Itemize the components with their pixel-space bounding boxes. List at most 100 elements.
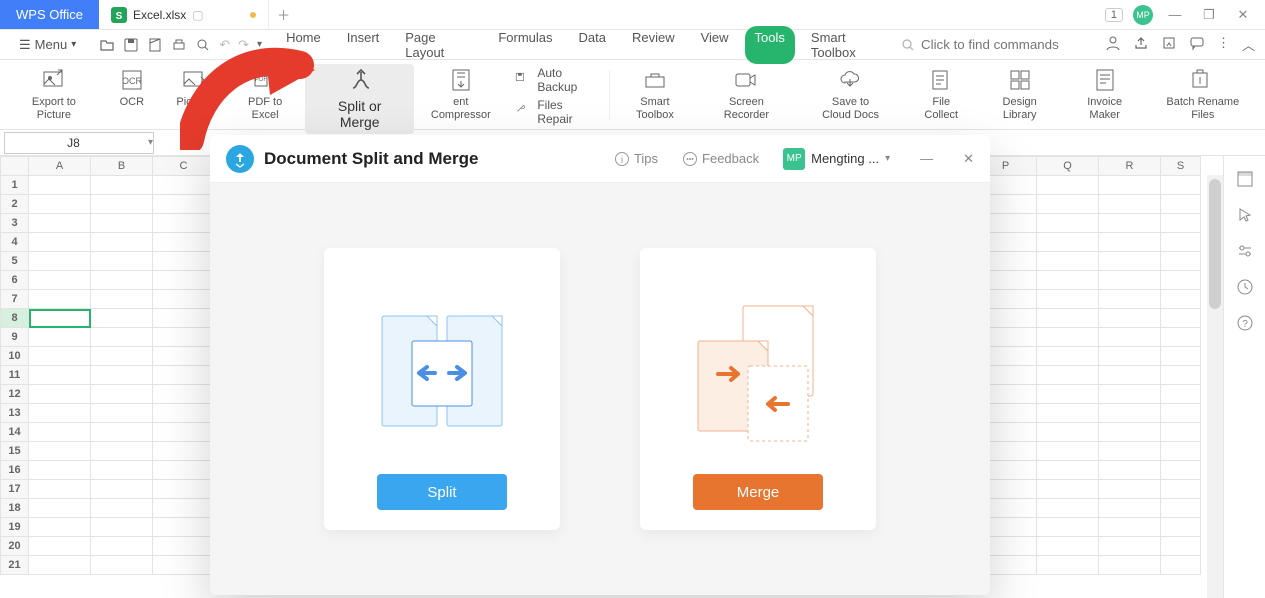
row-header-1[interactable]: 1 <box>1 176 29 195</box>
cell-R3[interactable] <box>1099 214 1161 233</box>
col-header-S[interactable]: S <box>1161 157 1201 176</box>
dialog-user-chip[interactable]: MP Mengting ... ▾ <box>783 148 890 170</box>
dialog-tips-link[interactable]: i Tips <box>614 151 658 167</box>
cell-S4[interactable] <box>1161 233 1201 252</box>
name-box[interactable]: J8 ▾ <box>4 132 154 154</box>
menu-tab-data[interactable]: Data <box>569 26 616 64</box>
menu-tab-tools[interactable]: Tools <box>745 26 795 64</box>
ribbon-batch-rename-files[interactable]: IBatch Rename Files <box>1147 64 1259 126</box>
cell-B9[interactable] <box>91 328 153 347</box>
cell-C13[interactable] <box>153 404 215 423</box>
col-header-R[interactable]: R <box>1099 157 1161 176</box>
cell-C19[interactable] <box>153 518 215 537</box>
row-header-20[interactable]: 20 <box>1 537 29 556</box>
cell-Q6[interactable] <box>1037 271 1099 290</box>
cell-C4[interactable] <box>153 233 215 252</box>
cell-B8[interactable] <box>91 309 153 328</box>
cell-R5[interactable] <box>1099 252 1161 271</box>
cell-S6[interactable] <box>1161 271 1201 290</box>
row-header-8[interactable]: 8 <box>1 309 29 328</box>
cell-R18[interactable] <box>1099 499 1161 518</box>
share-icon[interactable] <box>1133 35 1149 54</box>
cell-S20[interactable] <box>1161 537 1201 556</box>
menu-tab-page-layout[interactable]: Page Layout <box>395 26 482 64</box>
cell-R1[interactable] <box>1099 176 1161 195</box>
row-header-10[interactable]: 10 <box>1 347 29 366</box>
cell-Q20[interactable] <box>1037 537 1099 556</box>
cell-A14[interactable] <box>29 423 91 442</box>
cell-R11[interactable] <box>1099 366 1161 385</box>
cell-R16[interactable] <box>1099 461 1161 480</box>
row-header-18[interactable]: 18 <box>1 499 29 518</box>
cell-C12[interactable] <box>153 385 215 404</box>
cell-A3[interactable] <box>29 214 91 233</box>
cell-B17[interactable] <box>91 480 153 499</box>
cell-A19[interactable] <box>29 518 91 537</box>
cell-C14[interactable] <box>153 423 215 442</box>
cell-Q8[interactable] <box>1037 309 1099 328</box>
more-icon[interactable]: ⋮ <box>1217 35 1230 54</box>
cell-Q21[interactable] <box>1037 556 1099 575</box>
help-icon[interactable]: ? <box>1236 314 1254 332</box>
cell-B10[interactable] <box>91 347 153 366</box>
cell-C18[interactable] <box>153 499 215 518</box>
export-icon[interactable] <box>1161 35 1177 54</box>
cell-S13[interactable] <box>1161 404 1201 423</box>
ribbon-ocr[interactable]: OCROCR <box>102 64 162 126</box>
cell-S11[interactable] <box>1161 366 1201 385</box>
search-input[interactable] <box>921 37 1081 52</box>
cell-A17[interactable] <box>29 480 91 499</box>
split-card[interactable]: Split <box>324 248 560 530</box>
dialog-close-button[interactable]: ✕ <box>963 151 974 167</box>
row-header-16[interactable]: 16 <box>1 461 29 480</box>
cell-R20[interactable] <box>1099 537 1161 556</box>
row-header-3[interactable]: 3 <box>1 214 29 233</box>
history-icon[interactable] <box>1236 278 1254 296</box>
row-header-9[interactable]: 9 <box>1 328 29 347</box>
ribbon-split-or-merge[interactable]: Split or Merge <box>305 64 414 134</box>
menu-tab-review[interactable]: Review <box>622 26 685 64</box>
ribbon-mini-files-repair[interactable]: Files Repair <box>515 98 599 126</box>
account-icon[interactable] <box>1105 35 1121 54</box>
user-avatar[interactable]: MP <box>1133 5 1153 25</box>
save-icon[interactable] <box>123 37 139 53</box>
cell-A9[interactable] <box>29 328 91 347</box>
cell-S2[interactable] <box>1161 195 1201 214</box>
cell-C3[interactable] <box>153 214 215 233</box>
col-header-A[interactable]: A <box>29 157 91 176</box>
print-preview-icon[interactable] <box>147 37 163 53</box>
cell-B6[interactable] <box>91 271 153 290</box>
cell-R12[interactable] <box>1099 385 1161 404</box>
cell-Q4[interactable] <box>1037 233 1099 252</box>
cell-S3[interactable] <box>1161 214 1201 233</box>
cell-B5[interactable] <box>91 252 153 271</box>
cell-C21[interactable] <box>153 556 215 575</box>
cell-C17[interactable] <box>153 480 215 499</box>
comment-icon[interactable] <box>1189 35 1205 54</box>
cell-A16[interactable] <box>29 461 91 480</box>
row-header-17[interactable]: 17 <box>1 480 29 499</box>
cell-Q12[interactable] <box>1037 385 1099 404</box>
row-header-7[interactable]: 7 <box>1 290 29 309</box>
cell-S17[interactable] <box>1161 480 1201 499</box>
panel-toggle-icon[interactable] <box>1236 170 1254 188</box>
cell-Q15[interactable] <box>1037 442 1099 461</box>
cell-A4[interactable] <box>29 233 91 252</box>
cell-R17[interactable] <box>1099 480 1161 499</box>
dialog-feedback-link[interactable]: Feedback <box>682 151 759 167</box>
cell-S19[interactable] <box>1161 518 1201 537</box>
cell-R13[interactable] <box>1099 404 1161 423</box>
cell-A11[interactable] <box>29 366 91 385</box>
maximize-button[interactable]: ❐ <box>1197 7 1221 23</box>
ribbon-save-to-cloud-docs[interactable]: Save to Cloud Docs <box>795 64 906 126</box>
preview-icon[interactable] <box>195 37 211 53</box>
cell-C15[interactable] <box>153 442 215 461</box>
cell-R4[interactable] <box>1099 233 1161 252</box>
cell-Q2[interactable] <box>1037 195 1099 214</box>
settings-slider-icon[interactable] <box>1236 242 1254 260</box>
cell-S1[interactable] <box>1161 176 1201 195</box>
ribbon-screen-recorder[interactable]: Screen Recorder <box>698 64 796 126</box>
cell-C8[interactable] <box>153 309 215 328</box>
cell-C6[interactable] <box>153 271 215 290</box>
cell-S16[interactable] <box>1161 461 1201 480</box>
